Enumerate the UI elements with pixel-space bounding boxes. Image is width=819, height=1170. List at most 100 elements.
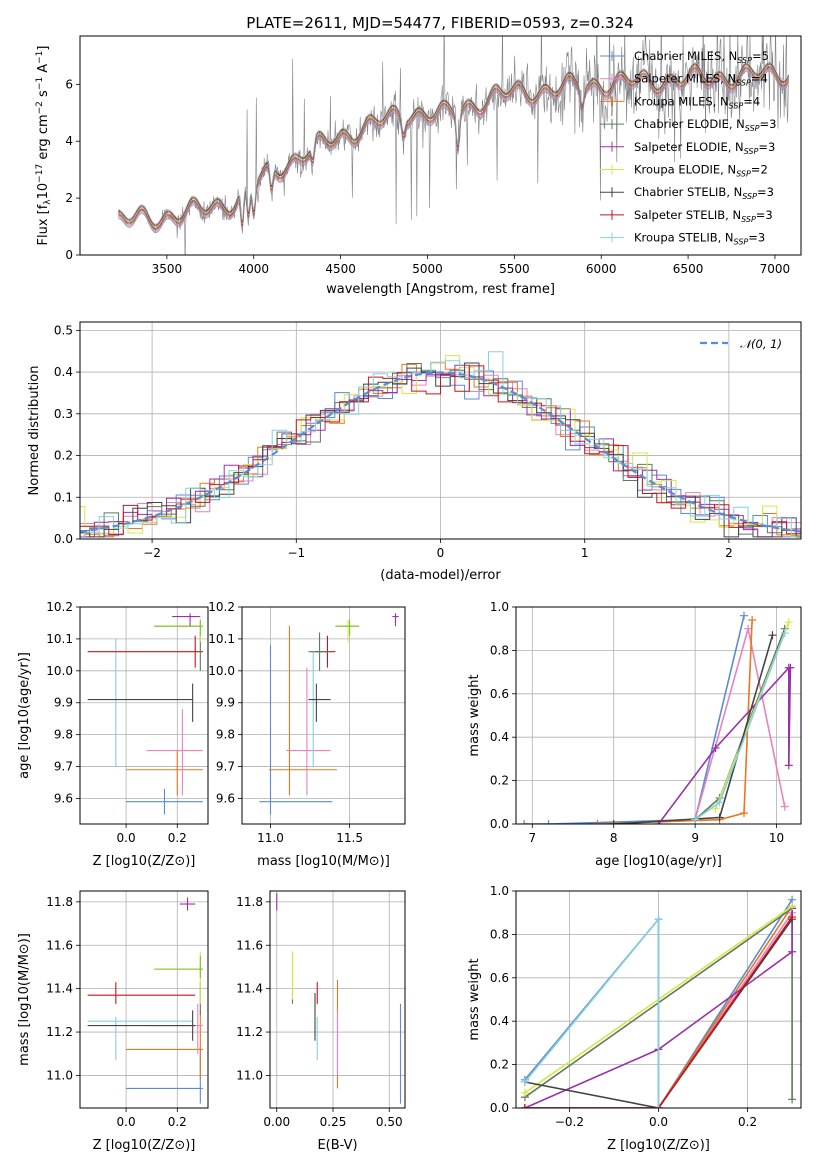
y-tick-label: 11.2 <box>46 1025 73 1039</box>
y-tick-label: 2 <box>65 191 73 205</box>
residuals-panel: −2 −1 0 1 2 0.0 0.1 0.2 0.3 0.4 0.5 (data-model)/er… <box>27 321 802 583</box>
y-tick-label: 10.1 <box>208 632 235 646</box>
point-marker <box>520 1104 529 1108</box>
series-line <box>524 916 793 1108</box>
series-line <box>524 908 793 1108</box>
age-vs-Z-panel: 0.0 0.2 9.6 9.7 9.8 9.9 10.0 10.1 10.2 Z [log10(Z… <box>17 600 209 869</box>
x-tick-label: 11.0 <box>257 831 284 845</box>
errorbar-point-salpeter-miles <box>146 709 203 796</box>
y-tick-label: 11.8 <box>236 895 263 909</box>
legend-label: Kroupa STELIB, NSSP=3 <box>634 231 765 247</box>
errorbar-point-salpeter-elodie <box>179 897 196 911</box>
point-marker <box>544 820 553 824</box>
point-marker <box>609 820 618 824</box>
legend-item: Chabrier STELIB, NSSP=3 <box>600 185 774 201</box>
x-tick-label: 0.0 <box>117 831 136 845</box>
series-line <box>524 615 745 824</box>
x-tick-label: 0.25 <box>320 1115 347 1129</box>
errorbar-point-kroupa-miles <box>126 750 203 796</box>
y-tick-label: 9.8 <box>216 728 235 742</box>
point-marker <box>740 809 748 818</box>
x-tick-label: 0.50 <box>376 1115 403 1129</box>
point-marker <box>740 611 748 620</box>
axes-frame <box>79 321 802 540</box>
legend-label: 𝒩(0, 1) <box>740 337 782 351</box>
axes-frame <box>79 35 802 256</box>
point-marker <box>654 1104 663 1108</box>
y-tick-label: 11.8 <box>46 895 73 909</box>
y-tick-label: 0.8 <box>490 927 509 941</box>
x-tick-label: 0.0 <box>649 1115 668 1129</box>
y-tick-label: 10.2 <box>208 600 235 614</box>
y-tick-label: 0.4 <box>490 730 509 744</box>
point-marker <box>593 820 602 824</box>
axes-frame <box>515 890 802 1109</box>
axes-frame <box>79 606 209 825</box>
legend-item: Kroupa STELIB, NSSP=3 <box>600 231 765 247</box>
y-tick-label: 9.7 <box>216 760 235 774</box>
y-tick-label: 10.0 <box>208 664 235 678</box>
point-marker <box>715 813 724 822</box>
y-tick-label: 0.0 <box>490 1101 509 1115</box>
x-tick-label: 10 <box>769 831 784 845</box>
point-marker <box>786 663 795 672</box>
series-chabrier-stelib <box>609 631 777 824</box>
legend-label: Salpeter MILES, NSSP=4 <box>634 72 768 88</box>
x-tick-label: 11.5 <box>336 831 363 845</box>
x-tick-label: 0.2 <box>168 1115 187 1129</box>
x-axis-label: age [log10(age/yr)] <box>595 854 722 869</box>
y-tick-label: 1.0 <box>490 884 509 898</box>
x-tick-label: 0.00 <box>263 1115 290 1129</box>
x-axis-label: mass [log10(M/M⊙)] <box>257 854 390 869</box>
series-kroupa-miles <box>593 616 757 824</box>
x-tick-label: −1 <box>287 546 305 560</box>
point-marker <box>788 902 797 911</box>
point-marker <box>748 616 757 625</box>
y-tick-label: 0.2 <box>54 449 73 463</box>
legend-label: Salpeter ELODIE, NSSP=3 <box>634 140 775 156</box>
series-chabrier-elodie <box>691 624 789 824</box>
y-tick-label: 0.8 <box>490 643 509 657</box>
mass-vs-Z-panel: 0.0 0.2 11.0 11.2 11.4 11.6 11.8 Z [log10(Z/Z⊙)… <box>17 890 209 1153</box>
gaussian-reference-line <box>80 371 801 533</box>
age-vs-mass-panel: 11.0 11.5 9.6 9.7 9.8 9.9 10.0 10.1 10.2 mass [lo… <box>208 600 406 869</box>
x-tick-label: 0.0 <box>117 1115 136 1129</box>
x-tick-label: 5500 <box>499 262 530 276</box>
legend-label: Salpeter STELIB, NSSP=3 <box>634 208 773 224</box>
point-marker <box>784 618 793 627</box>
errorbar-point-chabrier-miles <box>259 645 333 815</box>
series-line <box>524 918 793 1108</box>
errorbar-point-salpeter-elodie <box>392 613 399 627</box>
legend-label: Kroupa ELODIE, NSSP=2 <box>634 163 768 179</box>
series-chabrier-miles <box>520 611 748 824</box>
y-tick-label: 0.2 <box>490 774 509 788</box>
legend-label: Chabrier ELODIE, NSSP=3 <box>634 117 776 133</box>
y-tick-label: 0.5 <box>54 323 73 337</box>
errorbar-point-salpeter-elodie <box>172 613 201 627</box>
y-tick-label: 11.6 <box>46 938 73 952</box>
errorbar-point-extra <box>335 619 360 636</box>
y-tick-label: 11.4 <box>236 982 263 996</box>
y-tick-label: 9.9 <box>216 696 235 710</box>
y-tick-label: 10.2 <box>46 600 73 614</box>
legend-item: Salpeter ELODIE, NSSP=3 <box>600 140 775 156</box>
x-axis-label: (data-model)/error <box>380 568 501 583</box>
x-tick-label: 8 <box>610 831 618 845</box>
spectrum-legend: Chabrier MILES, NSSP=5 Salpeter MILES, NS… <box>600 49 776 247</box>
x-tick-label: −0.2 <box>555 1115 584 1129</box>
y-tick-label: 0.2 <box>490 1058 509 1072</box>
axes-frame <box>241 606 406 825</box>
errorbar-point-kroupa-stelib <box>87 1016 193 1061</box>
point-marker <box>744 624 753 633</box>
series-line <box>694 628 786 820</box>
x-tick-label: 5000 <box>412 262 443 276</box>
x-tick-label: 4500 <box>325 262 356 276</box>
y-tick-label: 10.1 <box>46 632 73 646</box>
y-tick-label: 9.6 <box>216 791 235 805</box>
y-axis-label: mass weight <box>467 674 482 756</box>
histogram-kroupa-elodie <box>80 355 801 538</box>
x-tick-label: 7 <box>528 831 536 845</box>
y-tick-label: 9.8 <box>54 728 73 742</box>
y-tick-label: 4 <box>65 134 73 148</box>
y-tick-label: 0.6 <box>490 687 509 701</box>
